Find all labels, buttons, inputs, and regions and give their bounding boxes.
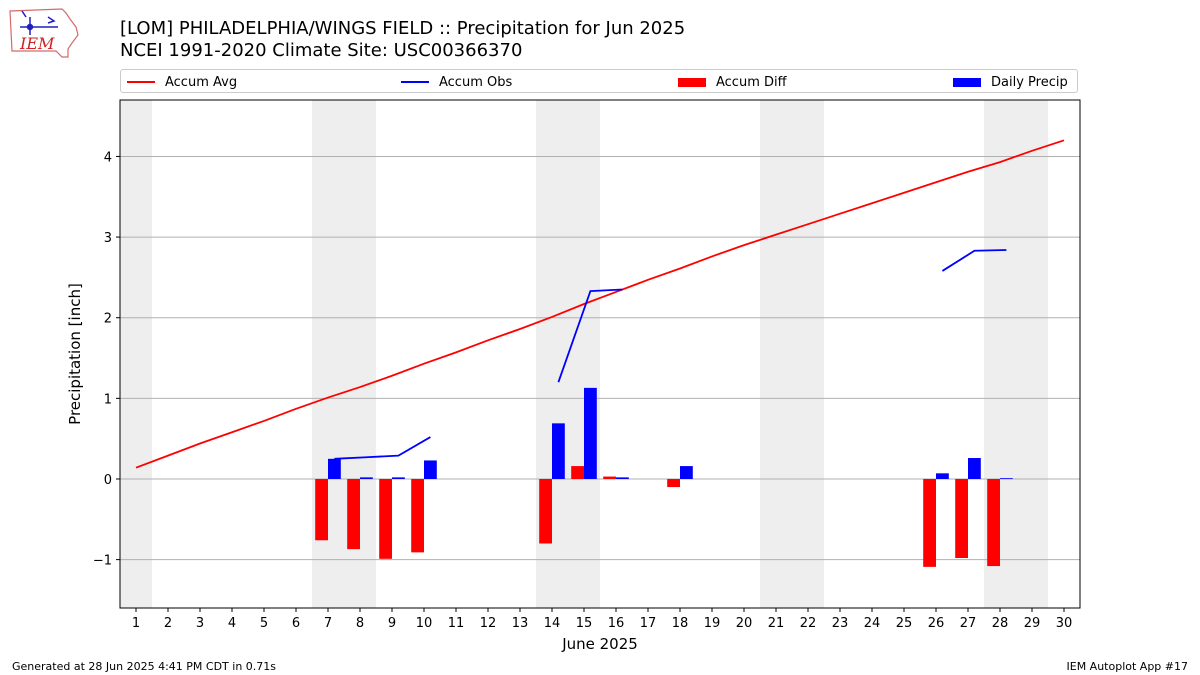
daily-precip-bar-26 bbox=[936, 473, 949, 479]
daily-precip-bar-28 bbox=[1000, 478, 1013, 479]
x-tick-label-15: 15 bbox=[576, 616, 593, 631]
accum-diff-bar-7 bbox=[315, 478, 328, 541]
weather-instruments-icon bbox=[20, 10, 58, 35]
x-tick-label-26: 26 bbox=[928, 616, 945, 631]
accum-diff-bar-15 bbox=[571, 466, 584, 479]
daily-precip-bar-8 bbox=[360, 477, 373, 479]
iem-logo: IEM bbox=[9, 8, 79, 58]
app-credit: IEM Autoplot App #17 bbox=[1066, 660, 1189, 673]
x-tick-label-28: 28 bbox=[992, 616, 1009, 631]
logo-text: IEM bbox=[19, 34, 55, 53]
y-tick-label-3: 3 bbox=[104, 231, 112, 246]
legend-item-daily-precip: Daily Precip bbox=[953, 70, 1068, 94]
legend-swatch-accum-obs bbox=[401, 81, 429, 83]
x-tick-label-22: 22 bbox=[800, 616, 817, 631]
x-tick-label-19: 19 bbox=[704, 616, 721, 631]
y-tick-label--1: −1 bbox=[93, 554, 112, 569]
y-tick-label-1: 1 bbox=[104, 392, 112, 407]
legend-label-accum-diff: Accum Diff bbox=[716, 74, 787, 90]
legend-item-accum-diff: Accum Diff bbox=[678, 70, 787, 94]
daily-precip-bar-27 bbox=[968, 458, 981, 479]
daily-precip-bar-7 bbox=[328, 458, 341, 479]
x-tick-label-12: 12 bbox=[480, 616, 497, 631]
x-tick-label-5: 5 bbox=[260, 616, 268, 631]
legend-label-accum-avg: Accum Avg bbox=[165, 74, 238, 90]
x-tick-label-8: 8 bbox=[356, 616, 364, 631]
iowa-map-outline bbox=[9, 8, 79, 58]
x-tick-label-18: 18 bbox=[672, 616, 689, 631]
x-tick-label-2: 2 bbox=[164, 616, 172, 631]
x-tick-label-11: 11 bbox=[448, 616, 465, 631]
accum-obs-line-segment-1 bbox=[334, 436, 431, 460]
generated-timestamp: Generated at 28 Jun 2025 4:41 PM CDT in … bbox=[12, 660, 277, 673]
daily-precip-bar-15 bbox=[584, 387, 597, 479]
x-tick-label-24: 24 bbox=[864, 616, 881, 631]
legend-label-accum-obs: Accum Obs bbox=[439, 74, 513, 90]
x-tick-label-29: 29 bbox=[1024, 616, 1041, 631]
accum-diff-bar-14 bbox=[539, 478, 552, 544]
x-axis-label: June 2025 bbox=[561, 635, 638, 653]
daily-precip-bar-14 bbox=[552, 423, 565, 479]
x-tick-label-27: 27 bbox=[960, 616, 977, 631]
legend-label-daily-precip: Daily Precip bbox=[991, 74, 1068, 90]
weekend-shade-21 bbox=[760, 100, 792, 608]
accum-diff-bar-10 bbox=[411, 478, 424, 553]
y-tick-label-0: 0 bbox=[104, 473, 112, 488]
x-tick-label-20: 20 bbox=[736, 616, 753, 631]
legend-item-accum-avg: Accum Avg bbox=[127, 70, 237, 94]
legend-swatch-accum-diff bbox=[678, 77, 706, 87]
daily-precip-bar-9 bbox=[392, 477, 405, 479]
daily-precip-bar-18 bbox=[680, 466, 693, 479]
accum-diff-bar-28 bbox=[987, 478, 1000, 567]
x-tick-label-25: 25 bbox=[896, 616, 913, 631]
x-tick-label-9: 9 bbox=[388, 616, 396, 631]
accum-diff-bar-9 bbox=[379, 478, 392, 559]
y-tick-label-2: 2 bbox=[104, 312, 112, 327]
accum-diff-bar-18 bbox=[667, 478, 680, 488]
y-tick-label-4: 4 bbox=[104, 150, 112, 165]
weekend-shade-29 bbox=[1016, 100, 1048, 608]
plot-frame bbox=[119, 99, 1081, 609]
x-tick-label-23: 23 bbox=[832, 616, 849, 631]
x-tick-label-14: 14 bbox=[544, 616, 561, 631]
chart-title: [LOM] PHILADELPHIA/WINGS FIELD :: Precip… bbox=[120, 18, 686, 39]
weekend-shade-15 bbox=[568, 100, 600, 608]
x-tick-label-7: 7 bbox=[324, 616, 332, 631]
daily-precip-bar-10 bbox=[424, 460, 437, 479]
x-tick-label-4: 4 bbox=[228, 616, 236, 631]
weekend-shade-1 bbox=[120, 100, 152, 608]
accum-obs-line-segment-2 bbox=[557, 288, 623, 383]
legend-swatch-accum-avg bbox=[127, 81, 155, 83]
x-tick-label-3: 3 bbox=[196, 616, 204, 631]
accum-avg-line bbox=[135, 139, 1065, 469]
daily-precip-bar-16 bbox=[616, 477, 629, 479]
legend-item-accum-obs: Accum Obs bbox=[401, 70, 512, 94]
accum-diff-bar-27 bbox=[955, 478, 968, 559]
x-tick-label-21: 21 bbox=[768, 616, 785, 631]
chart-legend: Accum Avg Accum Obs Accum Diff Daily Pre… bbox=[120, 69, 1078, 93]
x-tick-label-17: 17 bbox=[640, 616, 657, 631]
x-tick-label-16: 16 bbox=[608, 616, 625, 631]
accum-diff-bar-16 bbox=[603, 476, 616, 479]
x-tick-label-13: 13 bbox=[512, 616, 529, 631]
x-tick-label-10: 10 bbox=[416, 616, 433, 631]
legend-swatch-daily-precip bbox=[953, 77, 981, 87]
accum-diff-bar-26 bbox=[923, 478, 936, 567]
x-tick-label-6: 6 bbox=[292, 616, 300, 631]
accum-diff-bar-8 bbox=[347, 478, 360, 550]
x-tick-label-30: 30 bbox=[1056, 616, 1073, 631]
x-tick-label-1: 1 bbox=[132, 616, 140, 631]
weekend-shade-22 bbox=[792, 100, 824, 608]
chart-subtitle: NCEI 1991-2020 Climate Site: USC00366370 bbox=[120, 40, 523, 61]
y-axis-label: Precipitation [inch] bbox=[66, 283, 84, 425]
accum-obs-line-segment-3 bbox=[941, 249, 1007, 272]
